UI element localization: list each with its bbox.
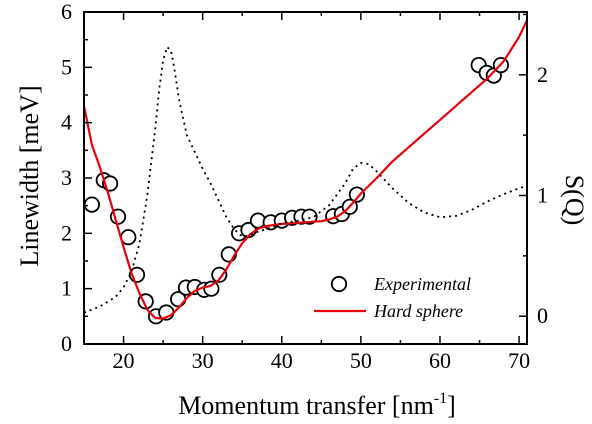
- y-tick-label: 0: [61, 331, 72, 356]
- x-tick-label: 20: [113, 348, 135, 373]
- experimental-point: [301, 208, 318, 225]
- y-tick-label: 1: [61, 276, 72, 301]
- x-tick-label: 60: [429, 348, 451, 373]
- y-axis-label: Linewidth [meV]: [15, 85, 44, 266]
- x-tick-label: 70: [508, 348, 530, 373]
- y2-tick-label: 1: [537, 183, 548, 208]
- x-axis-label-close: ]: [447, 391, 456, 420]
- y-tick-label: 6: [61, 0, 72, 24]
- experimental-point: [203, 280, 220, 297]
- sq-dotted-line: [83, 46, 528, 314]
- y-tick-label: 3: [61, 165, 72, 190]
- experimental-point: [348, 186, 365, 203]
- legend-experimental-marker: [330, 275, 348, 293]
- y-tick-label: 4: [61, 110, 72, 135]
- x-tick-label: 40: [271, 348, 293, 373]
- y-tick-label: 5: [61, 54, 72, 79]
- plot-frame: [83, 11, 528, 345]
- x-tick-label: 30: [192, 348, 214, 373]
- x-axis-label: Momentum transfer [nm-1]: [178, 390, 456, 420]
- experimental-point: [211, 266, 228, 283]
- y2-axis-label: S(Q): [560, 175, 589, 226]
- y2-tick-label: 0: [537, 303, 548, 328]
- hard-sphere-line: [82, 19, 528, 320]
- legend-experimental-label: Experimental: [373, 274, 471, 294]
- x-axis-label-main: Momentum transfer [nm: [178, 391, 434, 420]
- x-axis-label-superscript: -1: [434, 390, 447, 407]
- experimental-point: [83, 196, 101, 213]
- x-tick-label: 50: [350, 348, 372, 373]
- y2-tick-label: 2: [537, 62, 548, 87]
- legend-hard-sphere-label: Hard sphere: [373, 301, 463, 321]
- y-tick-label: 2: [61, 220, 72, 245]
